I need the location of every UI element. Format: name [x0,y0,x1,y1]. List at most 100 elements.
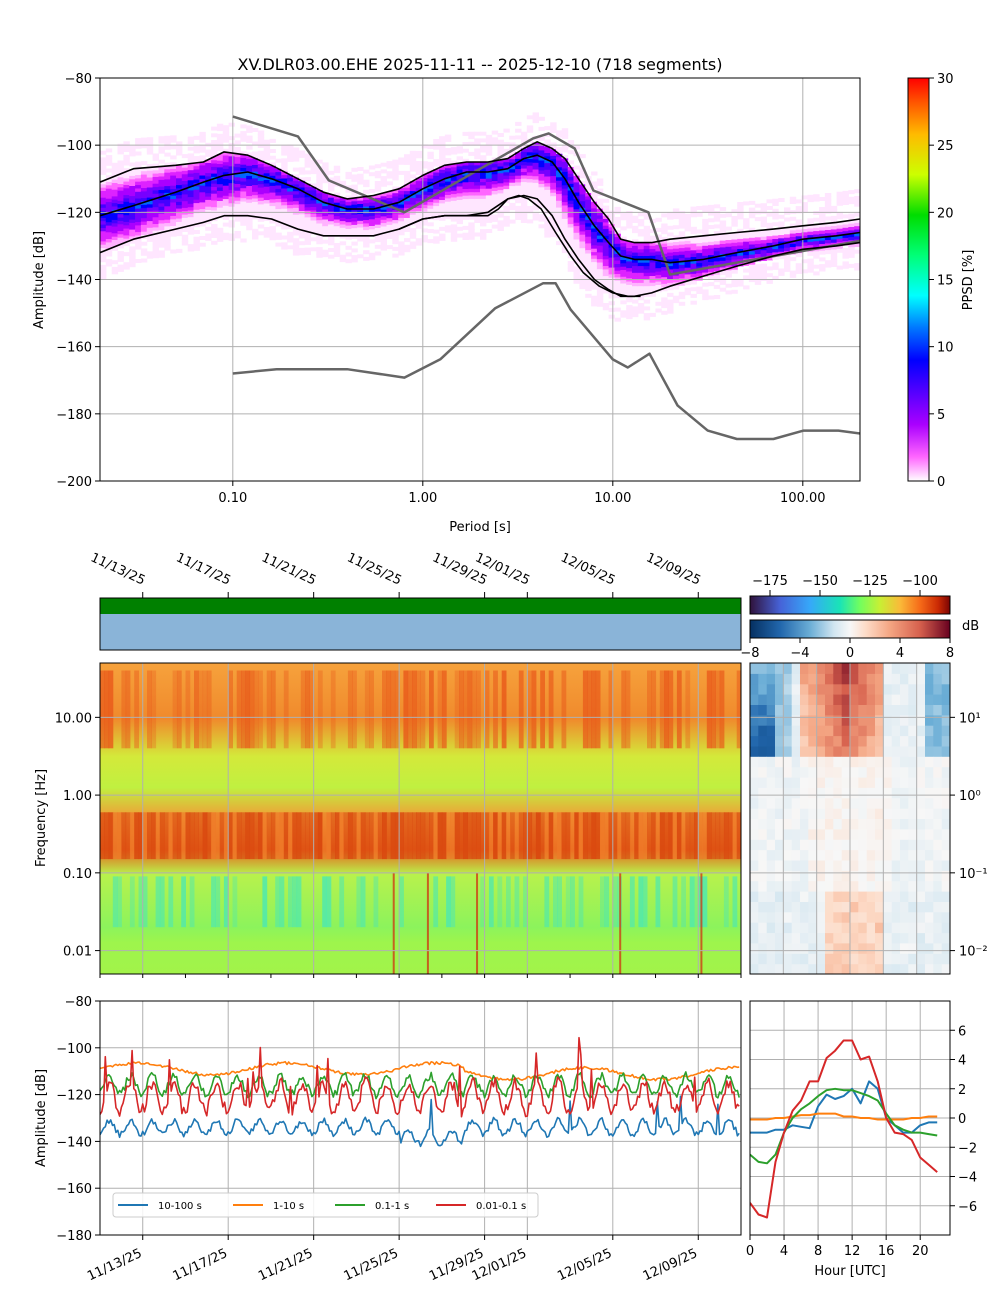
ppsd-cell [602,303,610,307]
ppsd-cell [585,186,592,191]
ppsd-cell [135,188,142,193]
ppsd-cell [684,250,691,255]
ppsd-cell [176,218,183,223]
ppsd-cell [789,237,797,241]
ppsd-cell [784,207,791,212]
ppsd-cell [263,176,271,181]
spectrogram-cell [429,812,434,860]
ppsd-cell [573,266,580,271]
ppsd-cell [485,192,493,196]
diurnal-cell [825,839,834,851]
ppsd-cell [696,259,703,264]
ppsd-cell [111,260,119,265]
ppsd-cell [579,268,586,273]
diurnal-cell [758,683,768,695]
ppsd-cell [228,146,235,151]
ppsd-cell [784,227,791,232]
diurnal-cell [825,891,834,902]
ppsd-cell [146,184,154,189]
ppsd-cell [678,258,686,263]
ppsd-cell [561,208,569,213]
ppsd-cell [415,194,423,199]
ppsd-cell [608,267,615,272]
ppsd-cell [854,243,860,247]
ppsd-cell [444,215,452,220]
ppsd-cell [573,279,580,284]
ppsd-cell [322,232,329,237]
ppsd-cell [766,222,773,227]
ppsd-cell [807,265,814,270]
ppsd-cell [585,283,592,288]
diurnal-cell [916,932,926,944]
ppsd-cell [269,209,276,214]
ppsd-cell [111,246,119,251]
ppsd-cell [117,267,124,272]
ppsd-cell [257,207,265,212]
ppsd-cell [672,211,680,216]
ppsd-cell [105,161,113,166]
ppsd-cell [205,149,212,154]
ppsd-cell [567,177,575,182]
ppsd-cell [468,175,475,180]
ppsd-cell [257,164,265,169]
ppsd-cell [848,263,855,268]
ppsd-cell [789,240,797,245]
ppsd-cell [573,192,580,197]
diurnal-cell [941,777,951,788]
ppsd-cell [766,199,773,204]
ppsd-cell [135,161,142,166]
diurnal-cell [750,714,759,726]
ppsd-cell [211,197,218,202]
spectrogram-cell [100,670,105,749]
ppsd-cell [468,192,475,197]
ppsd-cell [643,262,651,267]
diurnal-cell [850,849,859,861]
spectrogram-cell [253,670,259,749]
ppsd-cell [719,227,727,232]
ppsd-cell [497,146,504,151]
spectrogram-cell [531,812,537,860]
ppsd-cell [819,227,826,232]
ppsd-cell [228,223,235,228]
ppsd-cell [655,254,662,259]
ppsd-cell [556,150,563,155]
ppsd-cell [146,187,154,192]
ppsd-cell [684,220,691,225]
ppsd-cell [322,229,329,234]
ppsd-cell [509,135,516,140]
ppsd-cell [292,244,300,249]
ppsd-cell [252,212,259,216]
ppsd-cell [386,191,393,196]
ppsd-cell [415,181,423,186]
ppsd-cell [333,232,341,237]
ppsd-cell [105,168,113,173]
ppsd-cell [743,275,750,280]
ppsd-cell [661,280,668,285]
ppsd-cell [766,232,773,237]
ppsd-cell [222,179,230,183]
diurnal-cell [833,714,843,726]
diurnal-cell [833,880,843,892]
ppsd-cell [450,234,458,239]
ppsd-cell [292,221,300,226]
ppsd-cell [240,198,247,203]
ppsd-x-axis: 0.10 1.00 10.00 100.00 [218,481,826,506]
ppsd-cell [637,269,645,274]
ppsd-cell [111,216,119,221]
ppsd-cell [667,279,674,284]
ppsd-cell [322,209,329,214]
diurnal-cell [908,714,918,726]
ppsd-cell [105,262,113,267]
ppsd-cell [632,272,639,277]
ppsd-cell [228,203,235,208]
ppsd-cell [702,282,709,287]
ppsd-cell [316,233,323,238]
ppsd-cell [719,257,727,262]
ppsd-cell [421,211,428,216]
ppsd-colorbar-tick-label: 20 [937,206,954,221]
ppsd-cell [363,230,370,235]
ppsd-cell [439,196,446,201]
diurnal-cell [841,756,851,768]
diurnal-cell [825,932,834,944]
ppsd-cell [602,272,610,277]
